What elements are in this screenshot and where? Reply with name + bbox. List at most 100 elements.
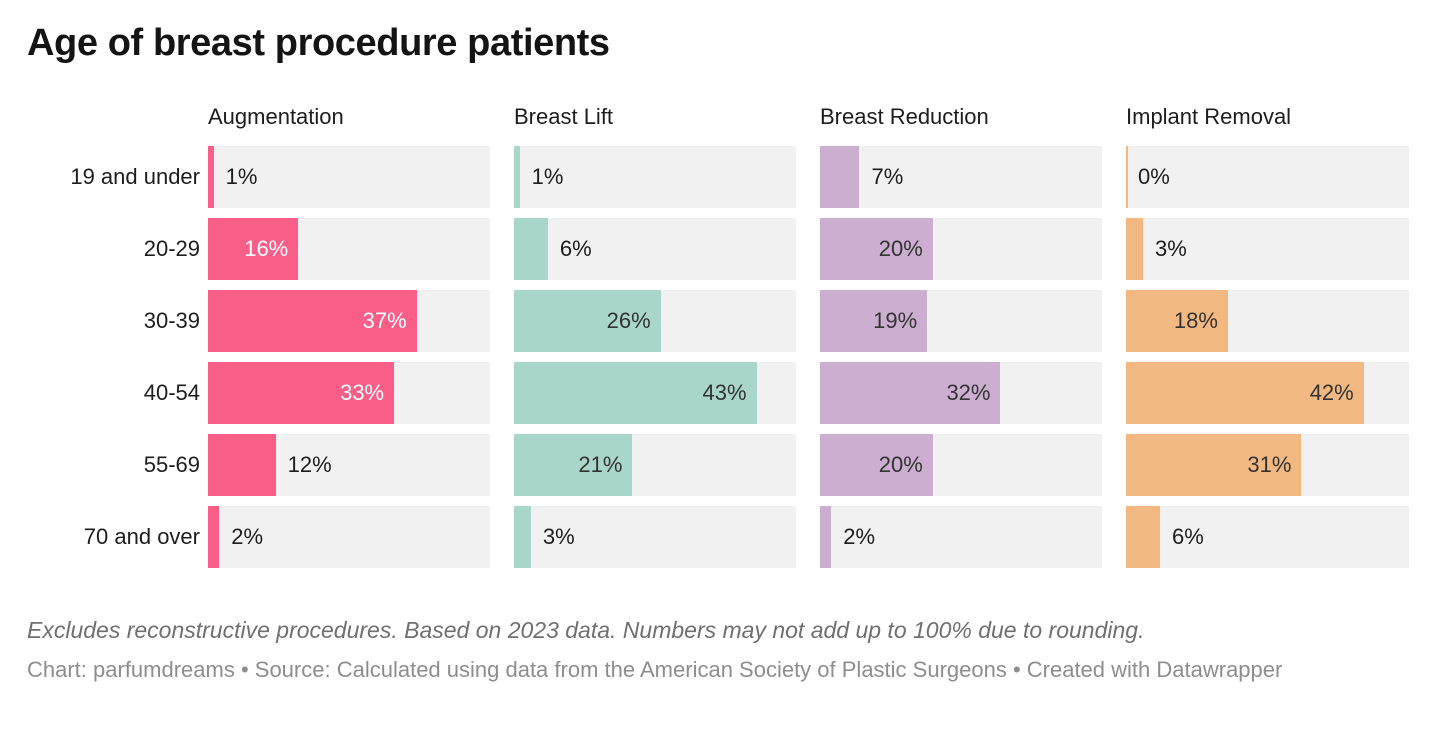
chart-cell: 20% <box>820 434 1126 497</box>
bar-track: 26% <box>514 290 796 353</box>
column-header: Breast Reduction <box>820 104 1126 130</box>
chart-cell: 3% <box>514 506 820 569</box>
chart-cell: 2% <box>820 506 1126 569</box>
bar-track: 12% <box>208 434 490 497</box>
chart-cell: 20% <box>820 218 1126 281</box>
series-name: Implant Removal <box>1126 103 1292 129</box>
chart-notes: Excludes reconstructive procedures. Base… <box>27 617 1145 644</box>
chart-row: 55-69 12% 21% 20% 31% <box>27 434 1413 497</box>
chart-cell: 6% <box>514 218 820 281</box>
chart-row: 20-29 16% 6% 20% 3% <box>27 218 1413 281</box>
row-label: 19 and under <box>70 164 200 190</box>
chart-cell: 16% <box>208 218 514 281</box>
chart-cell: 6% <box>1126 506 1409 569</box>
bar-track: 2% <box>208 506 490 569</box>
bar-value-label: 3% <box>542 524 575 550</box>
bar <box>820 290 928 353</box>
bar-value-label: 16% <box>244 236 289 262</box>
bar-value-label: 3% <box>1154 236 1187 262</box>
chart-byline: Chart: parfumdreams • Source: Calculated… <box>27 656 1283 682</box>
chart-cell: 1% <box>208 146 514 209</box>
row-label: 30-39 <box>143 308 200 334</box>
column-header: Breast Lift <box>514 104 820 130</box>
column-header: Augmentation <box>208 104 514 130</box>
bar-value-label: 2% <box>843 524 876 550</box>
chart-cell: 19% <box>820 290 1126 353</box>
chart-title: Age of breast procedure patients <box>27 22 610 64</box>
bar-track: 20% <box>820 218 1102 281</box>
series-name: Breast Lift <box>514 103 614 129</box>
chart-cell: 18% <box>1126 290 1409 353</box>
bar-value-label: 42% <box>1309 380 1354 406</box>
bar <box>1126 218 1143 281</box>
bar <box>514 146 520 209</box>
chart-cell: 33% <box>208 362 514 425</box>
bar-track: 42% <box>1126 362 1409 425</box>
chart-body: 19 and under 1% 1% 7% 0% 20-29 16% 6% 20% 3% 30-39… <box>27 146 1413 569</box>
bar-value-label: 6% <box>559 236 592 262</box>
chart-row: 30-39 37% 26% 19% 18% <box>27 290 1413 353</box>
bar <box>1126 146 1128 209</box>
chart-row: 70 and over 2% 3% 2% 6% <box>27 506 1413 569</box>
bar <box>1126 506 1160 569</box>
row-label: 70 and over <box>83 524 200 550</box>
bar-track: 31% <box>1126 434 1409 497</box>
bar <box>208 290 417 353</box>
column-header: Implant Removal <box>1126 104 1409 130</box>
bar-track: 1% <box>514 146 796 209</box>
bar <box>820 146 860 209</box>
bar-value-label: 33% <box>340 380 385 406</box>
bar-track: 1% <box>208 146 490 209</box>
bar <box>514 362 757 425</box>
chart-cell: 43% <box>514 362 820 425</box>
chart-cell: 32% <box>820 362 1126 425</box>
bar <box>208 506 220 569</box>
bar-track: 19% <box>820 290 1102 353</box>
bar <box>208 362 395 425</box>
bar-value-label: 1% <box>531 164 564 190</box>
bar-value-label: 2% <box>231 524 264 550</box>
bar-track: 3% <box>514 506 796 569</box>
bar <box>820 218 933 281</box>
bar <box>514 290 661 353</box>
bar-value-label: 6% <box>1171 524 1204 550</box>
bar-track: 20% <box>820 434 1102 497</box>
bar-value-label: 21% <box>578 452 623 478</box>
bar <box>820 434 933 497</box>
chart-cell: 2% <box>208 506 514 569</box>
bar <box>514 434 633 497</box>
row-label: 55-69 <box>143 452 200 478</box>
chart-cell: 1% <box>514 146 820 209</box>
chart-cell: 7% <box>820 146 1126 209</box>
chart-cell: 3% <box>1126 218 1409 281</box>
bar-track: 21% <box>514 434 796 497</box>
bar <box>208 218 299 281</box>
bar-value-label: 1% <box>225 164 258 190</box>
bar-value-label: 43% <box>702 380 747 406</box>
bar-track: 0% <box>1126 146 1409 209</box>
chart-cell: 12% <box>208 434 514 497</box>
bar-track: 43% <box>514 362 796 425</box>
bar-track: 37% <box>208 290 490 353</box>
bar-value-label: 32% <box>946 380 991 406</box>
bar-value-label: 0% <box>1138 164 1170 190</box>
bar-track: 32% <box>820 362 1102 425</box>
column-header-row: Augmentation Breast Lift Breast Reduction I… <box>27 104 1413 130</box>
bar-value-label: 12% <box>287 452 332 478</box>
chart-row: 40-54 33% 43% 32% 42% <box>27 362 1413 425</box>
chart-row: 19 and under 1% 1% 7% 0% <box>27 146 1413 209</box>
chart-card: Age of breast procedure patients Augment… <box>0 22 1440 686</box>
row-label: 20-29 <box>143 236 200 262</box>
chart-cell: 26% <box>514 290 820 353</box>
bar-value-label: 26% <box>606 308 651 334</box>
bar <box>1126 434 1302 497</box>
bar-value-label: 20% <box>878 236 923 262</box>
bar-track: 6% <box>514 218 796 281</box>
row-label: 40-54 <box>143 380 200 406</box>
series-name: Breast Reduction <box>820 103 989 129</box>
bar-track: 33% <box>208 362 490 425</box>
bar-track: 2% <box>820 506 1102 569</box>
chart-cell: 31% <box>1126 434 1409 497</box>
bar <box>514 506 531 569</box>
bar <box>820 506 832 569</box>
